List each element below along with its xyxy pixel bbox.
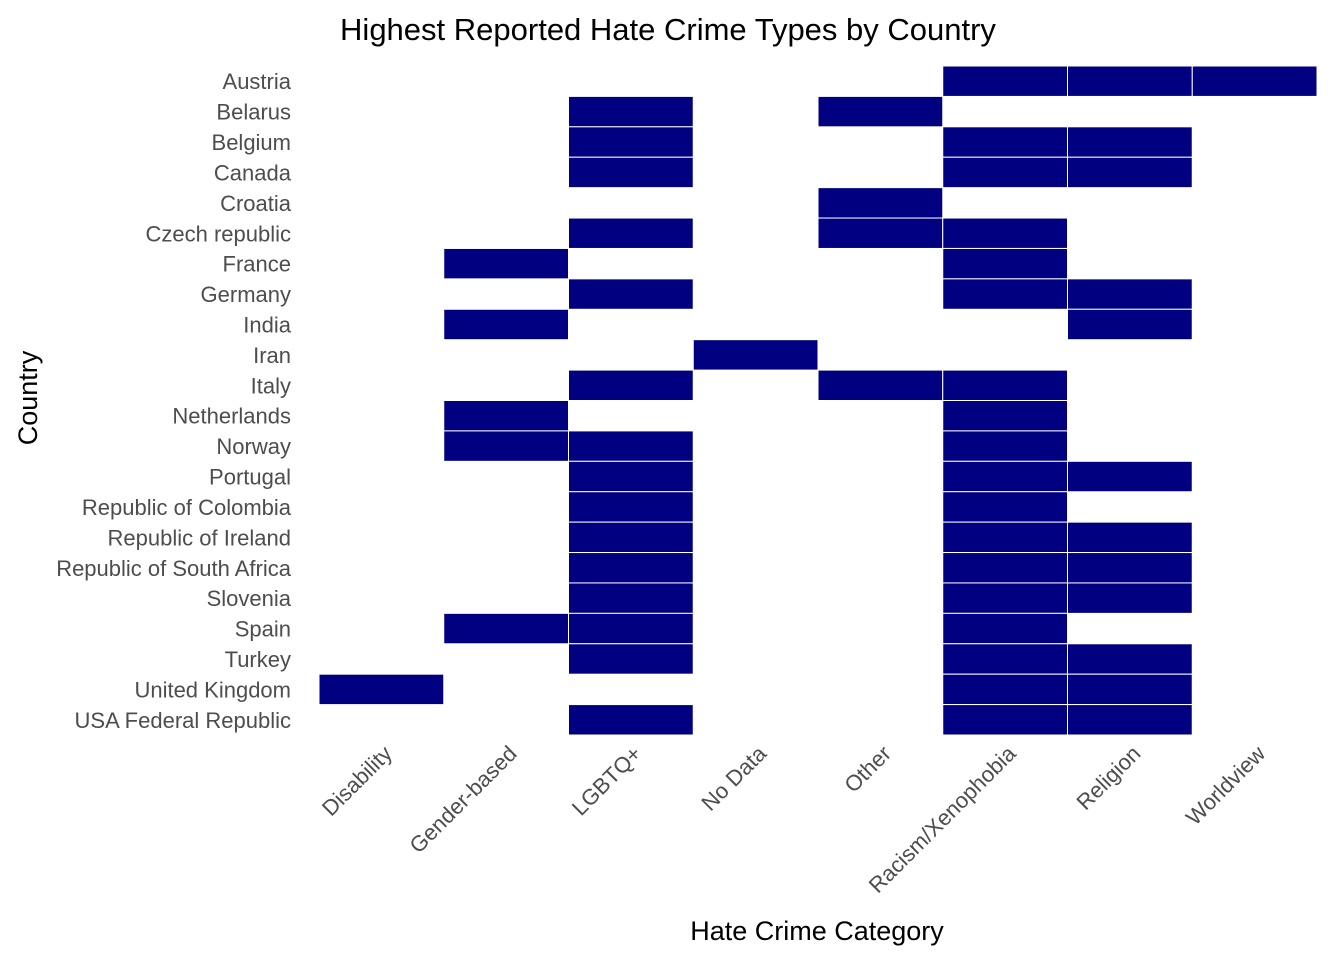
y-tick-label: USA Federal Republic — [75, 708, 291, 733]
x-axis-title: Hate Crime Category — [690, 916, 944, 946]
cell-republic-of-ireland-racism-xenophobia — [942, 521, 1068, 554]
y-tick-label: Canada — [214, 160, 292, 185]
cell-usa-federal-republic-lgbtq — [568, 704, 694, 736]
cell-belgium-racism-xenophobia — [942, 126, 1068, 158]
cell-belarus-other — [817, 95, 944, 128]
cell-portugal-lgbtq — [568, 460, 694, 493]
cell-turkey-lgbtq — [568, 643, 694, 675]
cell-india-gender-based — [443, 308, 569, 341]
cell-canada-lgbtq — [568, 156, 694, 189]
y-tick-label: Turkey — [225, 647, 291, 672]
cell-netherlands-gender-based — [443, 400, 569, 432]
y-tick-label: Portugal — [209, 465, 291, 490]
cell-austria-religion — [1067, 65, 1193, 97]
cell-netherlands-racism-xenophobia — [942, 400, 1068, 432]
y-tick-label: Netherlands — [172, 404, 291, 429]
cell-republic-of-ireland-religion — [1067, 521, 1193, 554]
x-tick-label: Gender-based — [405, 741, 522, 858]
cell-turkey-religion — [1067, 643, 1193, 675]
y-tick-label: India — [243, 312, 291, 337]
cell-iran-no-data — [692, 339, 819, 371]
y-tick-label: Iran — [253, 343, 291, 368]
y-tick-label: Republic of South Africa — [56, 556, 292, 581]
cell-france-racism-xenophobia — [942, 247, 1068, 280]
cell-czech-republic-racism-xenophobia — [942, 217, 1068, 249]
cell-germany-lgbtq — [568, 278, 694, 310]
cell-united-kingdom-disability — [318, 673, 445, 706]
cell-slovenia-racism-xenophobia — [942, 582, 1068, 614]
cell-usa-federal-republic-racism-xenophobia — [942, 704, 1068, 736]
y-tick-label: Belgium — [212, 130, 291, 155]
y-tick-label: Belarus — [216, 100, 291, 125]
cell-slovenia-religion — [1067, 582, 1193, 614]
y-tick-label: Norway — [216, 434, 291, 459]
cell-france-gender-based — [443, 247, 569, 280]
y-tick-label: France — [223, 252, 291, 277]
cell-norway-gender-based — [443, 430, 569, 462]
x-tick-label: No Data — [696, 740, 771, 815]
cell-spain-lgbtq — [568, 612, 694, 645]
cell-spain-gender-based — [443, 612, 569, 645]
cell-republic-of-south-africa-lgbtq — [568, 552, 694, 584]
cell-slovenia-lgbtq — [568, 582, 694, 614]
x-tick-label: Disability — [317, 741, 397, 821]
y-axis-title: Country — [13, 350, 43, 445]
cell-united-kingdom-racism-xenophobia — [942, 673, 1068, 706]
cell-canada-racism-xenophobia — [942, 156, 1068, 189]
cell-norway-lgbtq — [568, 430, 694, 462]
cell-canada-religion — [1067, 156, 1193, 189]
heatmap-cells — [318, 65, 1318, 736]
y-tick-label: Italy — [251, 373, 291, 398]
x-tick-label: Worldview — [1181, 741, 1270, 830]
y-tick-label: Croatia — [220, 191, 292, 216]
y-tick-label: Republic of Ireland — [108, 525, 291, 550]
y-tick-label: Republic of Colombia — [82, 495, 292, 520]
cell-turkey-racism-xenophobia — [942, 643, 1068, 675]
cell-belgium-lgbtq — [568, 126, 694, 158]
cell-austria-worldview — [1191, 65, 1318, 97]
chart-title: Highest Reported Hate Crime Types by Cou… — [340, 12, 996, 47]
y-axis-tick-labels: Austria Belarus Belgium Canada Croatia Czech … — [56, 69, 292, 733]
cell-austria-racism-xenophobia — [942, 65, 1068, 97]
y-tick-label: Czech republic — [145, 221, 291, 246]
x-tick-label: LGBTQ+ — [567, 741, 646, 820]
y-tick-label: Spain — [235, 617, 291, 642]
cell-italy-racism-xenophobia — [942, 369, 1068, 402]
cell-united-kingdom-religion — [1067, 673, 1193, 706]
cell-italy-other — [817, 369, 944, 402]
cell-usa-federal-republic-religion — [1067, 704, 1193, 736]
cell-belarus-lgbtq — [568, 95, 694, 128]
cell-republic-of-colombia-lgbtq — [568, 491, 694, 523]
cell-germany-racism-xenophobia — [942, 278, 1068, 310]
cell-republic-of-colombia-racism-xenophobia — [942, 491, 1068, 523]
cell-spain-racism-xenophobia — [942, 612, 1068, 645]
cell-republic-of-south-africa-religion — [1067, 552, 1193, 584]
y-tick-label: United Kingdom — [134, 677, 291, 702]
x-axis-tick-labels: Disability Gender-based LGBTQ+ No Data Other… — [317, 740, 1270, 897]
y-tick-label: Germany — [201, 282, 291, 307]
y-tick-label: Austria — [223, 69, 292, 94]
cell-norway-racism-xenophobia — [942, 430, 1068, 462]
x-tick-label: Other — [839, 741, 896, 798]
cell-czech-republic-lgbtq — [568, 217, 694, 249]
cell-italy-lgbtq — [568, 369, 694, 402]
cell-croatia-other — [817, 187, 944, 219]
cell-czech-republic-other — [817, 217, 944, 249]
cell-india-religion — [1067, 308, 1193, 341]
x-tick-label: Religion — [1072, 741, 1146, 815]
cell-republic-of-south-africa-racism-xenophobia — [942, 552, 1068, 584]
y-tick-label: Slovenia — [207, 586, 292, 611]
cell-portugal-religion — [1067, 460, 1193, 493]
cell-belgium-religion — [1067, 126, 1193, 158]
cell-republic-of-ireland-lgbtq — [568, 521, 694, 554]
cell-germany-religion — [1067, 278, 1193, 310]
cell-portugal-racism-xenophobia — [942, 460, 1068, 493]
